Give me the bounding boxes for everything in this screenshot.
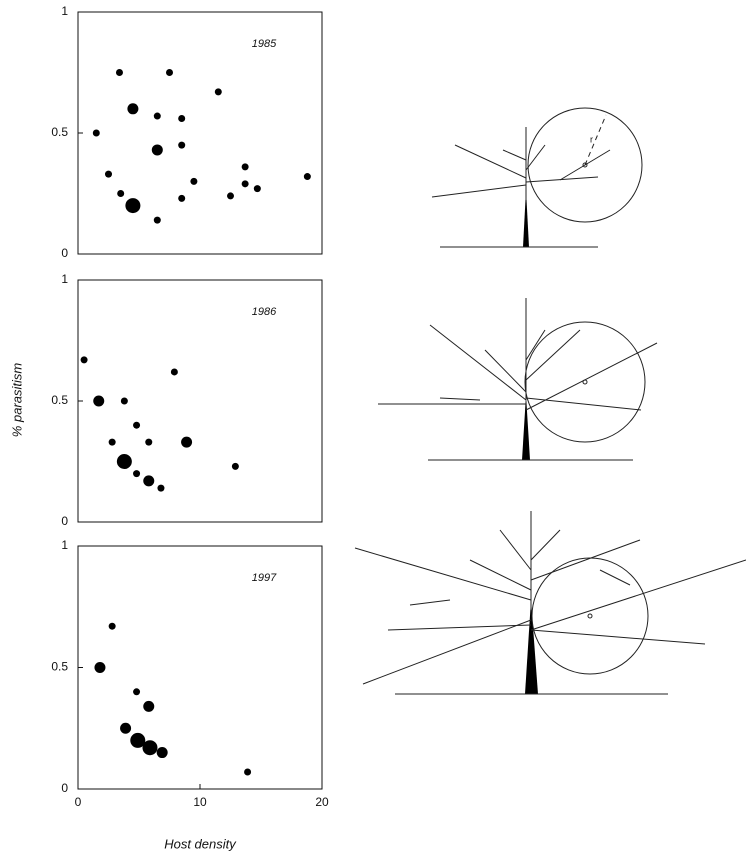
data-point (92, 129, 100, 137)
tree-diagram (354, 511, 746, 695)
y-axis-label: % parasitism (9, 363, 24, 438)
y-tick-label: 0.5 (51, 125, 68, 139)
data-point (214, 88, 222, 96)
panel-label: 1986 (252, 306, 277, 318)
data-point (241, 180, 249, 188)
data-point (231, 462, 239, 470)
data-point (178, 141, 186, 149)
x-axis-label: Host density (164, 836, 237, 851)
data-point (133, 688, 141, 696)
y-tick-label: 0 (61, 246, 68, 260)
y-tick-label: 1 (61, 272, 68, 286)
plot-frame (77, 545, 323, 790)
data-point (133, 421, 141, 429)
data-point (120, 397, 128, 405)
data-point (153, 216, 161, 224)
data-point (117, 190, 125, 197)
data-point (142, 740, 158, 756)
data-point (303, 173, 311, 181)
data-point (166, 69, 173, 76)
data-point (190, 177, 198, 185)
y-tick-label: 0.5 (51, 660, 68, 674)
data-point (105, 170, 112, 178)
data-point (120, 722, 132, 734)
data-point (151, 144, 163, 156)
data-point (143, 475, 155, 487)
panel-label: 1997 (252, 572, 277, 584)
y-tick-label: 1 (61, 4, 68, 18)
data-point (157, 484, 165, 492)
y-tick-label: 1 (61, 538, 68, 552)
panel-label: 1985 (252, 38, 277, 50)
x-tick-label: 20 (315, 795, 329, 809)
tree-diagram (378, 298, 658, 461)
y-tick-label: 0 (61, 781, 68, 795)
data-point (115, 69, 123, 76)
data-point (80, 356, 88, 364)
plot-frame (77, 11, 323, 255)
data-point (94, 662, 106, 673)
data-point (241, 163, 249, 171)
data-point (181, 436, 193, 448)
y-tick-label: 0.5 (51, 393, 68, 407)
data-point (244, 768, 252, 776)
data-point (227, 192, 234, 200)
plot-frame (77, 279, 323, 523)
x-tick-label: 10 (193, 795, 207, 809)
data-point (108, 438, 116, 446)
data-point (127, 103, 139, 115)
data-point (253, 185, 261, 193)
data-point (125, 198, 141, 214)
data-point (116, 454, 132, 469)
data-point (133, 470, 141, 478)
data-point (178, 194, 186, 202)
data-point (143, 700, 155, 712)
tree-diagram: r (431, 107, 643, 248)
data-point (93, 395, 105, 407)
data-point (130, 732, 146, 748)
svg-text:r: r (590, 134, 593, 144)
y-tick-label: 0 (61, 514, 68, 528)
data-point (145, 438, 153, 446)
data-point (178, 114, 186, 122)
data-point (170, 368, 178, 376)
data-point (108, 622, 116, 630)
x-tick-label: 0 (75, 795, 82, 809)
data-point (153, 112, 161, 120)
data-point (156, 747, 168, 759)
